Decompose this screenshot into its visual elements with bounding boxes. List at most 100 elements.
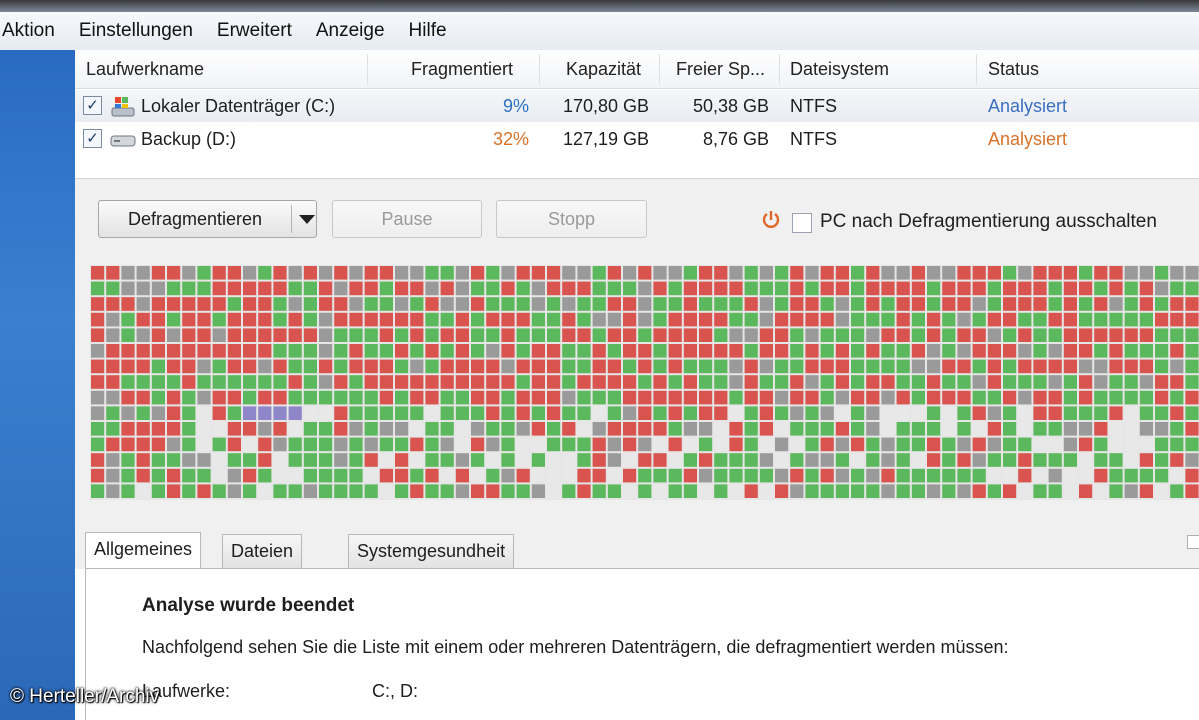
column-header-status[interactable]: Status bbox=[988, 59, 1040, 79]
column-divider[interactable] bbox=[976, 54, 977, 84]
column-divider[interactable] bbox=[659, 54, 660, 84]
disk-block bbox=[911, 266, 925, 280]
disk-block bbox=[364, 266, 378, 280]
disk-block bbox=[638, 375, 652, 389]
disk-block bbox=[881, 453, 895, 467]
disk-block bbox=[212, 468, 226, 483]
disk-block bbox=[851, 484, 865, 498]
disk-block bbox=[1094, 281, 1108, 296]
disk-block bbox=[273, 312, 287, 327]
disk-block bbox=[987, 468, 1001, 483]
disk-block bbox=[455, 453, 469, 467]
disk-block bbox=[623, 406, 637, 420]
shutdown-checkbox[interactable] bbox=[792, 213, 812, 233]
disk-block bbox=[197, 266, 211, 280]
disk-block bbox=[455, 281, 469, 296]
disk-block bbox=[577, 422, 591, 436]
menu-aktion[interactable]: Aktion bbox=[2, 20, 55, 41]
disk-block bbox=[151, 266, 165, 280]
disk-block bbox=[1063, 453, 1077, 467]
disk-block bbox=[440, 484, 454, 498]
disk-block bbox=[334, 406, 348, 420]
column-header-free[interactable]: Freier Sp... bbox=[676, 59, 766, 79]
disk-block bbox=[562, 437, 576, 452]
disk-block bbox=[379, 312, 393, 327]
disk-block bbox=[668, 484, 682, 498]
disk-block bbox=[957, 359, 971, 374]
disk-block bbox=[106, 297, 120, 311]
defragment-split-button[interactable]: Defragmentieren bbox=[98, 200, 317, 238]
disk-block bbox=[349, 453, 363, 467]
disk-block bbox=[1170, 359, 1184, 374]
drive-checkbox[interactable]: ✓ bbox=[83, 129, 102, 148]
disk-block bbox=[607, 453, 621, 467]
menu-hilfe[interactable]: Hilfe bbox=[408, 20, 447, 41]
stop-button[interactable]: Stopp bbox=[496, 200, 647, 238]
disk-block bbox=[699, 406, 713, 420]
disk-block bbox=[227, 328, 241, 342]
column-header-name[interactable]: Laufwerkname bbox=[86, 59, 205, 79]
disk-block bbox=[106, 328, 120, 342]
disk-block bbox=[714, 266, 728, 280]
disk-block bbox=[942, 359, 956, 374]
menu-erweitert[interactable]: Erweitert bbox=[216, 20, 292, 41]
disk-block bbox=[866, 312, 880, 327]
table-row[interactable]: ✓ Backup (D:) 32% 127,19 GB 8,76 GB NTFS… bbox=[75, 123, 1199, 155]
tab-allgemeines[interactable]: Allgemeines bbox=[85, 532, 202, 570]
disk-block bbox=[364, 312, 378, 327]
disk-block bbox=[987, 390, 1001, 405]
disk-block bbox=[851, 422, 865, 436]
disk-block bbox=[577, 453, 591, 467]
column-header-filesystem[interactable]: Dateisystem bbox=[790, 59, 890, 79]
disk-block bbox=[121, 328, 135, 342]
disk-block bbox=[243, 437, 257, 452]
disk-block bbox=[91, 328, 105, 342]
disk-block bbox=[136, 344, 150, 358]
disk-block bbox=[334, 328, 348, 342]
disk-block bbox=[1048, 312, 1062, 327]
column-divider[interactable] bbox=[367, 54, 368, 84]
disk-block bbox=[197, 437, 211, 452]
disk-block bbox=[1185, 359, 1199, 374]
disk-block bbox=[729, 328, 743, 342]
disk-block bbox=[1003, 390, 1017, 405]
table-row[interactable]: ✓ Lokaler Datenträger (C:) 9% 170,80 GB … bbox=[75, 90, 1199, 122]
drive-name: Backup (D:) bbox=[141, 129, 237, 149]
disk-block bbox=[258, 484, 272, 498]
disk-block bbox=[486, 375, 500, 389]
drive-checkbox[interactable]: ✓ bbox=[83, 96, 102, 115]
disk-block bbox=[1094, 312, 1108, 327]
disk-block bbox=[91, 312, 105, 327]
disk-block bbox=[288, 406, 302, 420]
disk-block bbox=[927, 266, 941, 280]
disk-block bbox=[1079, 375, 1093, 389]
drive-name: Lokaler Datenträger (C:) bbox=[141, 96, 336, 116]
column-divider[interactable] bbox=[539, 54, 540, 84]
column-header-fragmented[interactable]: Fragmentiert bbox=[411, 59, 514, 79]
drive-capacity: 127,19 GB bbox=[562, 129, 649, 149]
defragment-button[interactable]: Defragmentieren bbox=[127, 209, 263, 229]
tab-systemgesundheit[interactable]: Systemgesundheit bbox=[348, 534, 515, 568]
chevron-down-icon[interactable] bbox=[299, 215, 315, 224]
disk-block bbox=[334, 390, 348, 405]
disk-block bbox=[319, 453, 333, 467]
tab-dateien[interactable]: Dateien (C:) bbox=[222, 534, 303, 594]
expand-checkbox[interactable] bbox=[1187, 535, 1199, 549]
disk-block bbox=[851, 266, 865, 280]
disk-block bbox=[805, 328, 819, 342]
menu-anzeige[interactable]: Anzeige bbox=[315, 20, 385, 41]
column-header-capacity[interactable]: Kapazität bbox=[566, 59, 642, 79]
menu-einstellungen[interactable]: Einstellungen bbox=[78, 20, 193, 41]
disk-block bbox=[1063, 390, 1077, 405]
disk-block bbox=[410, 453, 424, 467]
disk-block bbox=[607, 297, 621, 311]
column-divider[interactable] bbox=[779, 54, 780, 84]
disk-block bbox=[896, 344, 910, 358]
disk-block bbox=[683, 297, 697, 311]
pause-button[interactable]: Pause bbox=[332, 200, 482, 238]
disk-block bbox=[775, 453, 789, 467]
disk-block bbox=[1139, 468, 1153, 483]
disk-block bbox=[136, 437, 150, 452]
disk-block bbox=[197, 328, 211, 342]
power-icon bbox=[762, 211, 780, 228]
